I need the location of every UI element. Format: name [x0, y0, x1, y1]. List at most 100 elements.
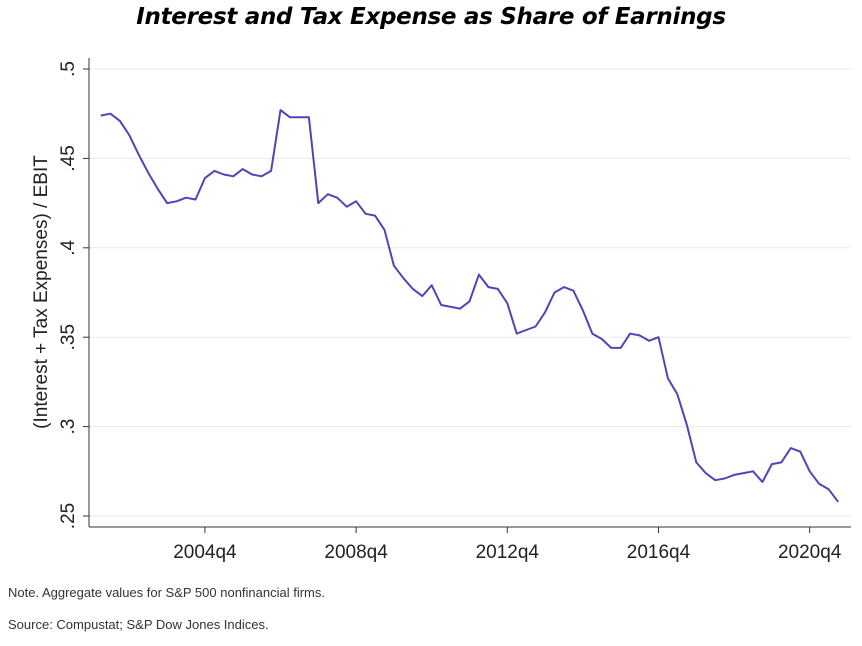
note-text: Note. Aggregate values for S&P 500 nonfi…: [8, 585, 326, 600]
data-point: [620, 347, 622, 349]
data-point: [232, 175, 234, 177]
data-point: [714, 479, 716, 481]
data-point: [421, 295, 423, 297]
y-tick-label: .4: [58, 239, 79, 255]
chart-title: Interest and Tax Expense as Share of Ear…: [136, 4, 726, 30]
data-point: [109, 113, 111, 115]
data-point: [308, 116, 310, 118]
data-point: [355, 200, 357, 202]
data-point: [402, 277, 404, 279]
data-point: [468, 300, 471, 302]
data-point: [629, 333, 631, 335]
x-tick-label: 2008q4: [324, 542, 388, 563]
data-point: [648, 340, 650, 342]
data-point: [261, 175, 263, 177]
data-point: [591, 333, 593, 335]
y-tick-label: .35: [58, 324, 79, 350]
data-point: [383, 229, 386, 231]
x-tick-label: 2004q4: [173, 542, 237, 563]
data-point: [194, 198, 197, 201]
data-point: [705, 472, 707, 474]
data-point: [317, 202, 319, 204]
data-point: [138, 154, 140, 156]
data-point: [809, 470, 811, 472]
data-point: [780, 461, 782, 463]
data-point: [837, 501, 839, 503]
data-point: [676, 393, 679, 395]
data-point: [128, 134, 130, 136]
data-point: [799, 451, 801, 453]
data-point: [742, 472, 745, 474]
data-point: [327, 193, 329, 195]
data-point: [213, 170, 215, 172]
data-point: [818, 483, 820, 485]
data-point: [610, 347, 612, 349]
data-point: [506, 302, 508, 304]
data-point: [374, 215, 376, 217]
data-point: [695, 461, 697, 463]
data-point: [100, 114, 102, 117]
data-point: [516, 333, 518, 335]
data-point: [298, 116, 300, 118]
y-tick-label: .3: [58, 419, 79, 435]
data-point: [828, 488, 830, 490]
data-point: [572, 290, 575, 292]
source-text: Source: Compustat; S&P Dow Jones Indices…: [8, 617, 269, 632]
y-tick-label: .25: [58, 503, 79, 529]
data-point: [601, 338, 603, 340]
data-point: [242, 168, 244, 170]
y-axis-label: (Interest + Tax Expenses) / EBIT: [31, 155, 52, 429]
data-point: [279, 109, 282, 111]
data-point: [535, 325, 537, 328]
data-point: [544, 311, 546, 313]
data-point: [657, 336, 660, 338]
data-point: [223, 173, 225, 176]
data-point: [185, 197, 187, 199]
data-point: [270, 170, 272, 172]
data-point: [393, 265, 395, 267]
data-point: [166, 202, 168, 204]
data-point: [478, 274, 480, 276]
data-point: [487, 286, 489, 288]
data-point: [497, 288, 499, 290]
data-point: [176, 200, 178, 202]
data-point: [346, 206, 348, 208]
data-point: [771, 463, 773, 465]
data-point: [157, 188, 159, 190]
data-point: [752, 470, 754, 472]
data-point: [667, 377, 669, 379]
series-points: [100, 109, 839, 503]
data-point: [147, 172, 149, 174]
data-point: [289, 116, 291, 118]
data-point: [761, 481, 764, 483]
data-point: [440, 304, 442, 306]
x-tick-label: 2016q4: [627, 542, 691, 563]
x-tick-label: 2020q4: [778, 542, 842, 563]
series-line: [100, 109, 839, 503]
data-point: [431, 284, 433, 286]
y-tick-label: .45: [58, 145, 79, 171]
data-point: [251, 173, 253, 176]
data-point: [365, 213, 367, 215]
x-axis-ticks: 2004q4 2008q4 2012q4 2016q4 2020q4: [173, 527, 842, 563]
data-point: [553, 291, 556, 294]
data-point: [119, 120, 121, 122]
data-point: [790, 447, 792, 449]
data-point: [724, 477, 726, 480]
y-tick-label: .5: [58, 61, 79, 77]
y-axis-ticks: .25 .3 .35 .4 .45 .5: [58, 61, 89, 529]
data-point: [525, 329, 527, 331]
data-point: [639, 334, 641, 336]
data-point: [459, 308, 461, 310]
gridlines: [89, 68, 851, 517]
data-point: [582, 309, 584, 311]
data-point: [412, 288, 414, 290]
data-point: [450, 306, 452, 308]
data-point: [563, 286, 565, 288]
data-point: [336, 197, 338, 199]
data-point: [733, 474, 735, 476]
data-point: [204, 177, 206, 179]
x-tick-label: 2012q4: [476, 542, 540, 563]
data-point: [686, 424, 688, 426]
